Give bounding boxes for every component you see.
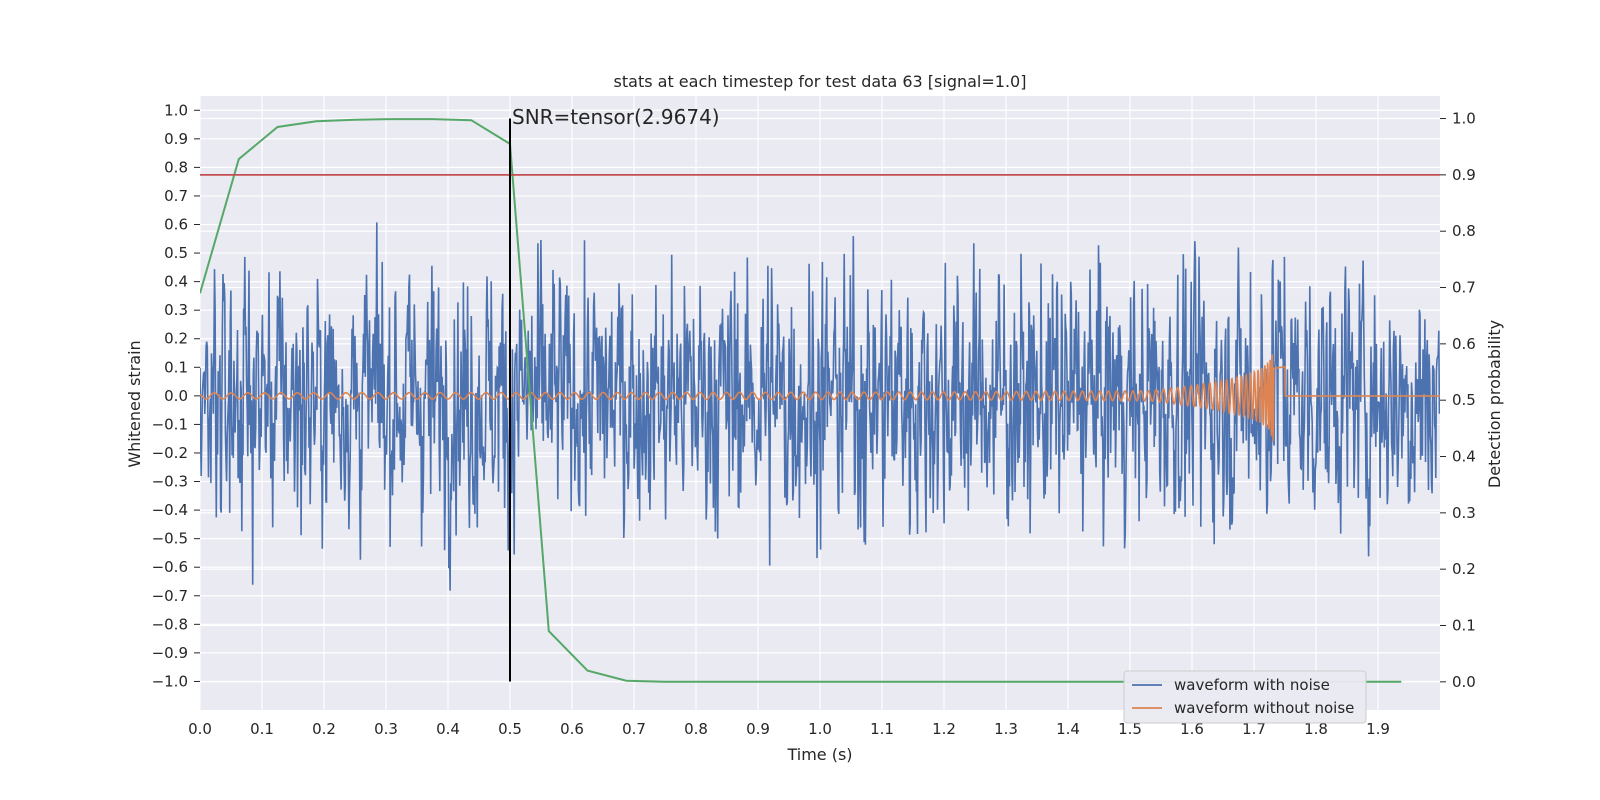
x-tick-label: 1.3 bbox=[994, 720, 1018, 738]
x-tick-label: 0.0 bbox=[188, 720, 212, 738]
x-tick-label: 1.5 bbox=[1118, 720, 1142, 738]
series-waveform-without-noise bbox=[200, 354, 1440, 442]
y-tick-label: −0.2 bbox=[152, 444, 188, 462]
x-tick-label: 0.5 bbox=[498, 720, 522, 738]
y-tick-label: 0.2 bbox=[164, 330, 188, 348]
y2-tick-label: 0.5 bbox=[1452, 391, 1476, 409]
y-tick-label: −0.1 bbox=[152, 415, 188, 433]
y2-tick-label: 0.1 bbox=[1452, 617, 1476, 635]
y-tick-label: −0.7 bbox=[152, 587, 188, 605]
y-tick-label: 0.5 bbox=[164, 244, 188, 262]
y2-tick-label: 0.2 bbox=[1452, 560, 1476, 578]
x-tick-label: 0.8 bbox=[684, 720, 708, 738]
x-tick-label: 0.3 bbox=[374, 720, 398, 738]
x-tick-label: 1.4 bbox=[1056, 720, 1080, 738]
y-tick-label: −0.8 bbox=[152, 615, 188, 633]
snr-annotation: SNR=tensor(2.9674) bbox=[512, 105, 720, 129]
y-tick-label: 0.3 bbox=[164, 301, 188, 319]
y-tick-label: 0.9 bbox=[164, 130, 188, 148]
x-tick-label: 0.2 bbox=[312, 720, 336, 738]
y-axis-label: Whitened strain bbox=[125, 340, 144, 467]
y-tick-label: −0.5 bbox=[152, 530, 188, 548]
x-tick-label: 1.9 bbox=[1366, 720, 1390, 738]
y2-tick-label: 0.9 bbox=[1452, 166, 1476, 184]
x-tick-label: 1.8 bbox=[1304, 720, 1328, 738]
series-waveform-with-noise bbox=[200, 222, 1440, 591]
x-tick-label: 1.0 bbox=[808, 720, 832, 738]
x-tick-label: 0.9 bbox=[746, 720, 770, 738]
y2-tick-label: 1.0 bbox=[1452, 110, 1476, 128]
x-tick-label: 0.1 bbox=[250, 720, 274, 738]
y2-tick-label: 0.7 bbox=[1452, 279, 1476, 297]
y-tick-label: 1.0 bbox=[164, 101, 188, 119]
x-tick-label: 0.7 bbox=[622, 720, 646, 738]
y-axis-ticks: 1.0 0.9 0.8 0.7 0.6 0.5 0.4 0.3 0.2 0.1 0.0 −0.1 −0.… bbox=[152, 101, 200, 690]
x-tick-label: 1.6 bbox=[1180, 720, 1204, 738]
y-tick-label: 0.7 bbox=[164, 187, 188, 205]
y-tick-label: −1.0 bbox=[152, 672, 188, 690]
y-tick-label: −0.9 bbox=[152, 644, 188, 662]
y2-axis-ticks: 1.0 0.9 0.8 0.7 0.6 0.5 0.4 0.3 0.2 0.1 0.0 bbox=[1440, 110, 1476, 691]
legend-label-noise: waveform with noise bbox=[1174, 676, 1330, 694]
y-tick-label: 0.8 bbox=[164, 158, 188, 176]
y2-tick-label: 0.8 bbox=[1452, 222, 1476, 240]
y2-axis-label: Detection probability bbox=[1485, 320, 1504, 488]
y2-tick-label: 0.0 bbox=[1452, 673, 1476, 691]
x-tick-label: 0.6 bbox=[560, 720, 584, 738]
y-tick-label: 0.4 bbox=[164, 273, 188, 291]
legend-label-clean: waveform without noise bbox=[1174, 699, 1354, 717]
y-tick-label: −0.3 bbox=[152, 473, 188, 491]
y2-tick-label: 0.4 bbox=[1452, 448, 1476, 466]
y-tick-label: 0.0 bbox=[164, 387, 188, 405]
y2-tick-label: 0.3 bbox=[1452, 504, 1476, 522]
y-tick-label: −0.4 bbox=[152, 501, 188, 519]
y2-tick-label: 0.6 bbox=[1452, 335, 1476, 353]
x-axis-label: Time (s) bbox=[786, 745, 852, 764]
legend-box bbox=[1123, 670, 1367, 724]
y-tick-label: −0.6 bbox=[152, 558, 188, 576]
x-tick-label: 0.4 bbox=[436, 720, 460, 738]
x-tick-label: 1.7 bbox=[1242, 720, 1266, 738]
x-axis-ticks: 0.0 0.1 0.2 0.3 0.4 0.5 0.6 0.7 0.8 0.9 1.0 1.1 1.2 1… bbox=[188, 720, 1390, 738]
legend: waveform with noise waveform without noi… bbox=[1123, 670, 1367, 724]
x-tick-label: 1.2 bbox=[932, 720, 956, 738]
x-tick-label: 1.1 bbox=[870, 720, 894, 738]
waveform-without-noise-line bbox=[200, 354, 1440, 442]
y-tick-label: 0.1 bbox=[164, 358, 188, 376]
waveform-with-noise-line bbox=[200, 222, 1440, 591]
chart-title: stats at each timestep for test data 63 … bbox=[614, 72, 1027, 91]
y-tick-label: 0.6 bbox=[164, 216, 188, 234]
